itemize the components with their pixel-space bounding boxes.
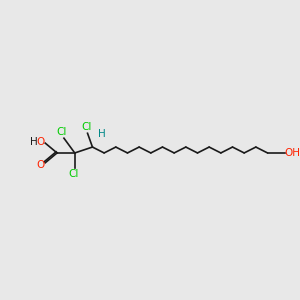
Text: H: H — [98, 129, 106, 139]
Text: Cl: Cl — [57, 127, 67, 137]
Text: O: O — [36, 160, 44, 170]
Text: OH: OH — [284, 148, 300, 158]
Text: H: H — [30, 137, 37, 147]
Text: O: O — [36, 137, 44, 147]
Text: Cl: Cl — [69, 169, 79, 178]
Text: Cl: Cl — [81, 122, 92, 132]
